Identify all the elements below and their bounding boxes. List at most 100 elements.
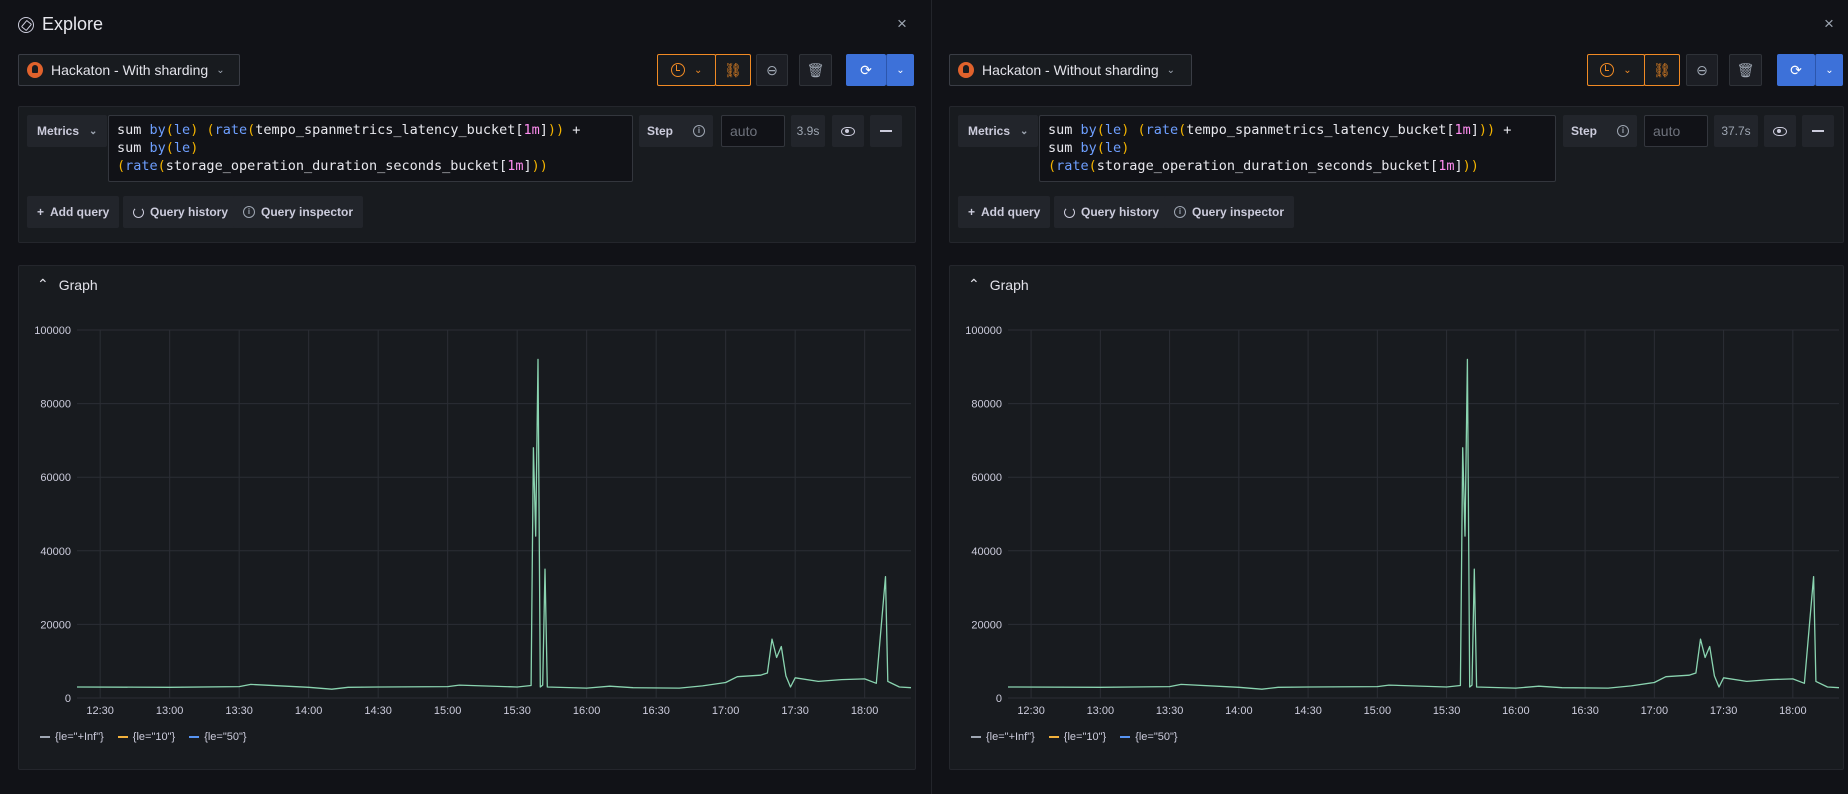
- chevron-up-icon: ⌃: [37, 276, 49, 292]
- y-tick-label: 20000: [40, 619, 71, 631]
- step-label-text: Step: [647, 124, 674, 138]
- legend-label: {le="50"}: [204, 731, 247, 743]
- minus-icon: [880, 130, 892, 132]
- minus-icon: [1812, 130, 1824, 132]
- metrics-browser-label: Metrics: [968, 124, 1011, 138]
- query-inspector-button[interactable]: i Query inspector: [233, 196, 364, 228]
- sync-link-button[interactable]: ⛓: [715, 54, 751, 86]
- zoom-out-button[interactable]: ⊖: [1686, 54, 1718, 86]
- metrics-browser-button[interactable]: Metrics ⌄: [958, 115, 1039, 147]
- step-label: Step i: [1563, 115, 1637, 147]
- query-row: Metrics ⌄ sum by(le) (rate(tempo_spanmet…: [949, 106, 1844, 243]
- x-tick-label: 12:30: [86, 705, 114, 717]
- graph-header[interactable]: ⌃ Graph: [968, 276, 1029, 293]
- chevron-down-icon: ⌄: [89, 125, 98, 137]
- toggle-query-button[interactable]: [832, 115, 864, 147]
- page-title-text: Explore: [42, 14, 104, 34]
- step-label-text: Step: [1571, 124, 1598, 138]
- query-token: )): [1462, 158, 1479, 174]
- clear-all-button[interactable]: 🗑: [1729, 54, 1762, 86]
- x-tick-label: 15:00: [1364, 705, 1392, 717]
- legend-item[interactable]: {le="10"}: [1048, 731, 1106, 743]
- remove-query-button[interactable]: [870, 115, 902, 147]
- x-tick-label: 16:00: [1502, 705, 1530, 717]
- eye-icon: [841, 126, 855, 136]
- graph-legend: {le="+Inf"} {le="10"} {le="50"}: [971, 731, 1178, 743]
- chevron-down-icon: ⌄: [693, 64, 703, 76]
- query-history-button[interactable]: Query history: [123, 196, 239, 228]
- metrics-browser-label: Metrics: [37, 124, 80, 138]
- legend-swatch: [40, 736, 50, 738]
- run-interval-dropdown[interactable]: ⌄: [886, 54, 914, 86]
- legend-swatch: [117, 736, 128, 738]
- info-icon: i: [1617, 125, 1629, 137]
- step-input[interactable]: auto: [1644, 115, 1708, 147]
- zoom-out-button[interactable]: ⊖: [756, 54, 788, 86]
- query-token: 1m: [1454, 122, 1471, 138]
- remove-query-button[interactable]: [1802, 115, 1834, 147]
- legend-label: {le="10"}: [132, 731, 176, 743]
- add-query-button[interactable]: + Add query: [958, 196, 1051, 228]
- graph-title: Graph: [58, 276, 98, 293]
- legend-item[interactable]: {le="10"}: [117, 731, 176, 743]
- query-token: 1m: [1438, 158, 1455, 174]
- step-input[interactable]: auto: [721, 115, 785, 147]
- query-token: ]: [1454, 158, 1463, 174]
- y-tick-label: 100000: [34, 325, 71, 337]
- sync-link-button[interactable]: ⛓: [1644, 54, 1680, 86]
- legend-item[interactable]: {le="50"}: [1120, 731, 1178, 743]
- datasource-logo-icon: [958, 62, 974, 78]
- datasource-picker[interactable]: Hackaton - Without sharding ⌄: [949, 54, 1192, 86]
- datasource-picker[interactable]: Hackaton - With sharding ⌄: [18, 54, 240, 86]
- query-editor[interactable]: sum by(le) (rate(tempo_spanmetrics_laten…: [108, 115, 633, 182]
- query-token: rate: [214, 122, 248, 138]
- query-history-label: Query history: [1081, 205, 1160, 219]
- legend-swatch: [189, 736, 200, 738]
- run-query-button[interactable]: ⟳: [846, 54, 886, 86]
- time-picker-button[interactable]: ⌄: [657, 54, 716, 86]
- query-inspector-label: Query inspector: [1192, 205, 1285, 219]
- datasource-name: Hackaton - Without sharding: [982, 62, 1159, 78]
- query-duration: 37.7s: [1714, 115, 1758, 147]
- x-tick-label: 15:30: [503, 705, 531, 717]
- run-interval-dropdown[interactable]: ⌄: [1815, 54, 1843, 86]
- query-token: (: [165, 122, 174, 138]
- graph-header[interactable]: ⌃ Graph: [37, 276, 98, 293]
- query-token: le: [173, 140, 191, 156]
- add-query-button[interactable]: + Add query: [27, 196, 120, 228]
- link-icon: ⛓: [724, 61, 742, 78]
- legend-item[interactable]: {le="+Inf"}: [40, 731, 104, 743]
- query-token: (: [1048, 158, 1057, 174]
- query-history-button[interactable]: Query history: [1054, 196, 1170, 228]
- legend-swatch: [1120, 736, 1131, 738]
- query-token: by: [149, 140, 166, 156]
- page-title: Explore: [18, 14, 103, 35]
- query-token: rate: [125, 158, 158, 174]
- chevron-down-icon: ⌄: [1623, 64, 1632, 76]
- chevron-up-icon: ⌃: [968, 276, 980, 292]
- query-inspector-button[interactable]: i Query inspector: [1164, 196, 1295, 228]
- refresh-icon: ⟳: [860, 61, 872, 78]
- query-token: ): [1121, 140, 1130, 156]
- x-tick-label: 13:00: [1087, 705, 1115, 717]
- query-inspector-label: Query inspector: [261, 205, 354, 219]
- x-tick-label: 17:00: [1641, 705, 1669, 717]
- graph-legend: {le="+Inf"} {le="10"} {le="50"}: [40, 731, 247, 743]
- history-icon: [133, 206, 144, 218]
- query-token: sum: [117, 122, 150, 138]
- close-pane-icon[interactable]: ×: [897, 14, 907, 33]
- graph-panel: 100000 80000 60000 40000 20000 0 12:30 13:00 13:…: [949, 265, 1844, 770]
- query-token: le: [1104, 122, 1122, 138]
- legend-item[interactable]: {le="+Inf"}: [971, 731, 1035, 743]
- x-tick-label: 17:30: [1710, 705, 1738, 717]
- time-picker-button[interactable]: ⌄: [1587, 54, 1645, 86]
- query-editor[interactable]: sum by(le) (rate(tempo_spanmetrics_laten…: [1039, 115, 1556, 182]
- clear-all-button[interactable]: 🗑: [799, 54, 832, 86]
- legend-item[interactable]: {le="50"}: [189, 731, 247, 743]
- query-token: le: [173, 122, 191, 138]
- query-token: sum: [117, 140, 150, 156]
- close-pane-icon[interactable]: ×: [1824, 14, 1834, 33]
- run-query-button[interactable]: ⟳: [1777, 54, 1815, 86]
- metrics-browser-button[interactable]: Metrics ⌄: [27, 115, 108, 147]
- toggle-query-button[interactable]: [1764, 115, 1796, 147]
